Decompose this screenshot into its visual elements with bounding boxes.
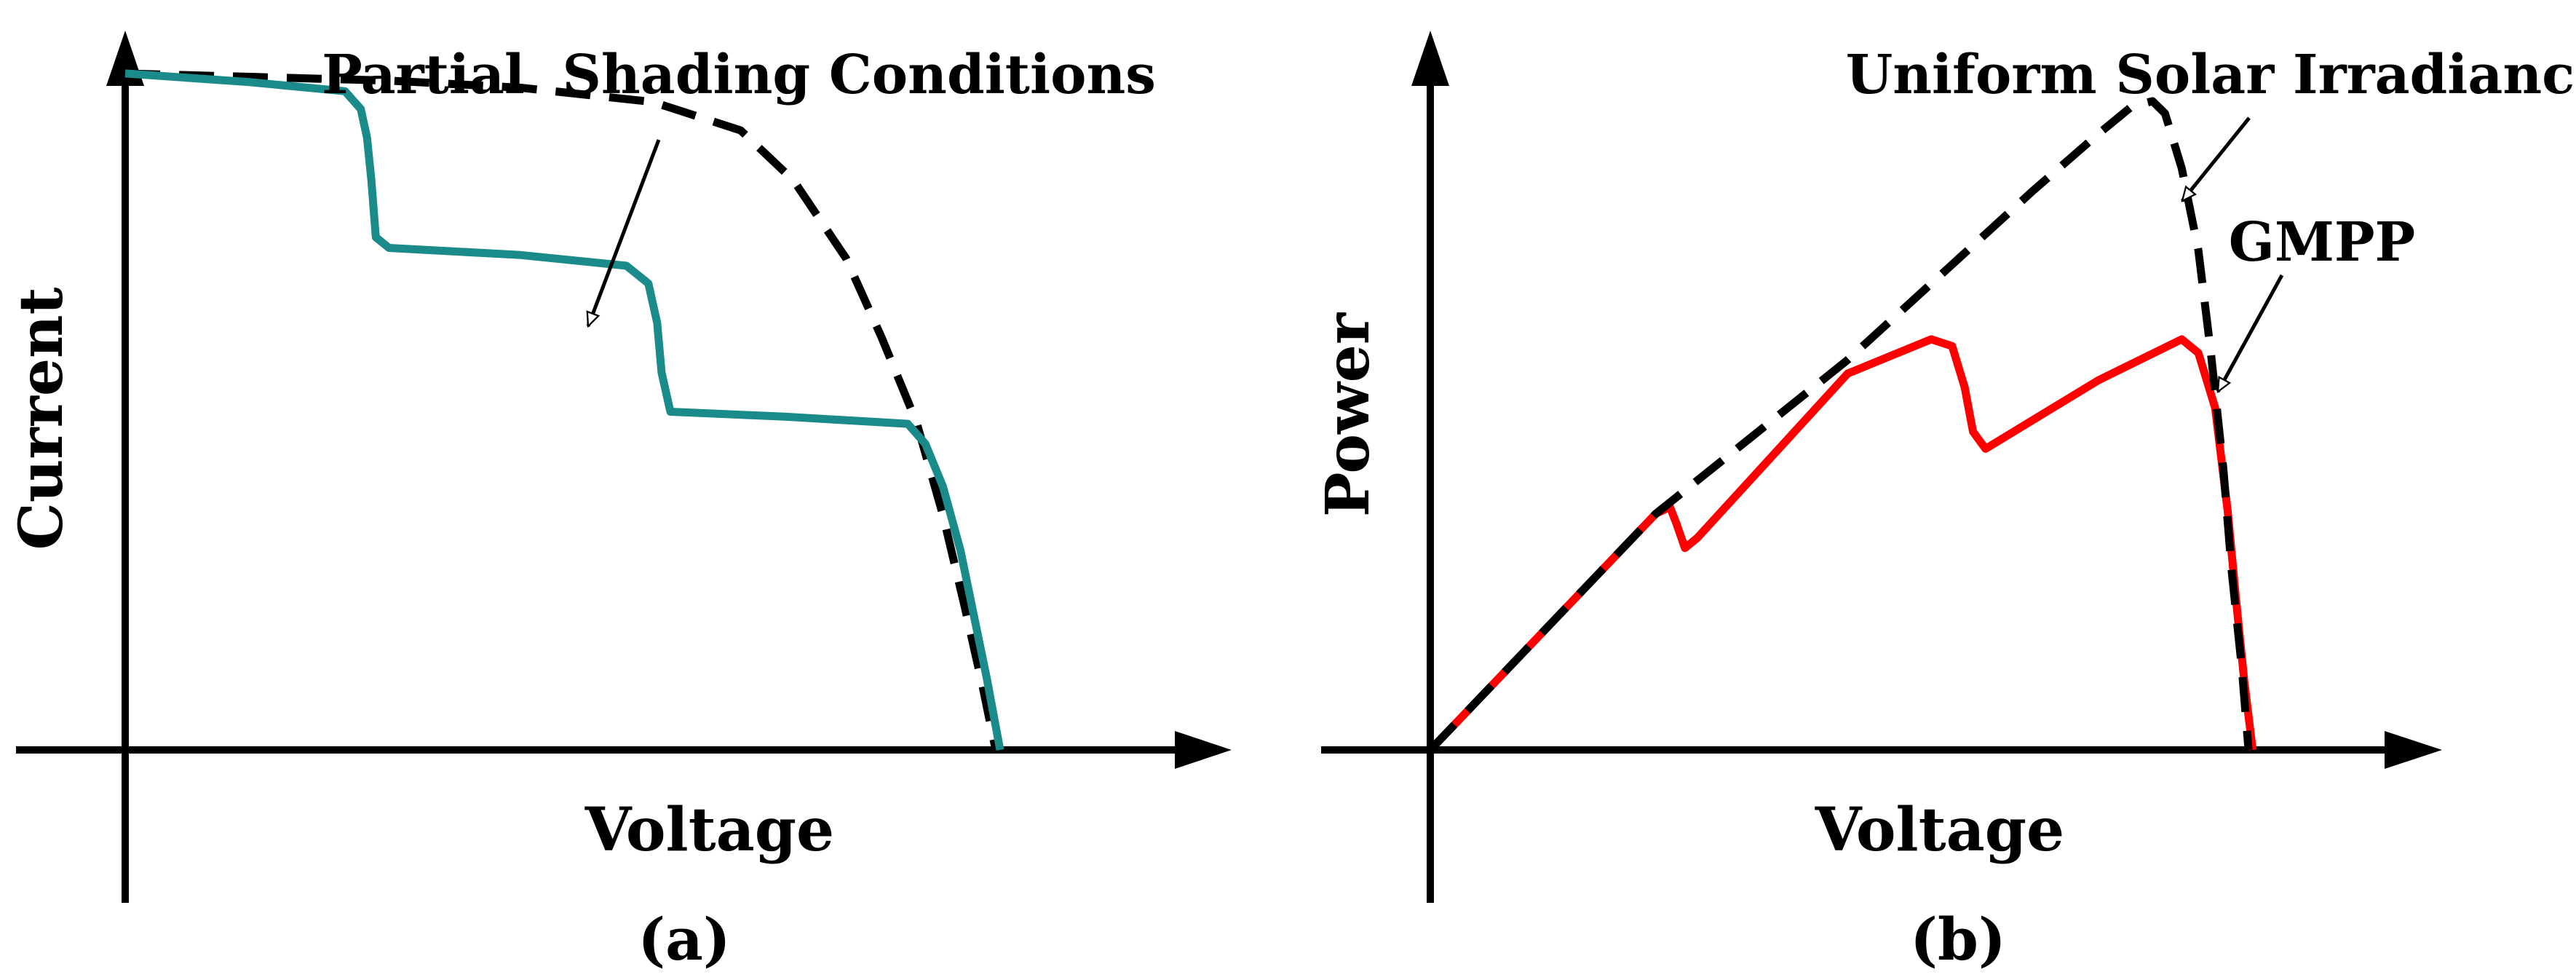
- panel-b-x-axis-arrowhead: [2385, 731, 2442, 769]
- panel-b-y-axis-arrowhead: [1411, 31, 1449, 86]
- panel-a-series-partial-shading: [124, 69, 1004, 751]
- panel-b-y-axis-title: Power: [1313, 312, 1383, 517]
- panel-a-y-axis-title: Current: [7, 287, 76, 550]
- panel-b-axes: [1321, 31, 2442, 903]
- panel-a-annotation-partial-shading: Partial Shading Conditions: [322, 44, 1156, 106]
- panel-a-label: (a): [638, 905, 731, 973]
- panel-a-annotation-arrow: [588, 139, 661, 326]
- panel-b-series-partial-shading: [1427, 335, 2257, 753]
- panel-a-x-axis-arrowhead: [1175, 731, 1232, 769]
- panel-b-annotation-uniform: Uniform Solar Irradiance: [1846, 44, 2576, 106]
- panel-a: Current Voltage (a) Partial Shading Cond…: [7, 31, 1232, 973]
- panel-b-annotation-gmpp: GMPP: [2229, 211, 2415, 274]
- panel-b: Power Voltage (b) Uniform Solar Irradian…: [1313, 31, 2576, 973]
- panel-b-x-axis-title: Voltage: [1815, 795, 2064, 865]
- panel-b-series-uniform: [1427, 97, 2253, 753]
- panel-a-series-uniform: [124, 69, 1000, 751]
- panel-b-annotation-gmpp-arrow: [2216, 274, 2284, 392]
- panel-b-annotation-uniform-arrow: [2181, 116, 2251, 201]
- panel-a-x-axis-title: Voltage: [584, 795, 834, 865]
- panel-b-label: (b): [1910, 905, 2006, 973]
- panel-a-axes: [16, 31, 1232, 903]
